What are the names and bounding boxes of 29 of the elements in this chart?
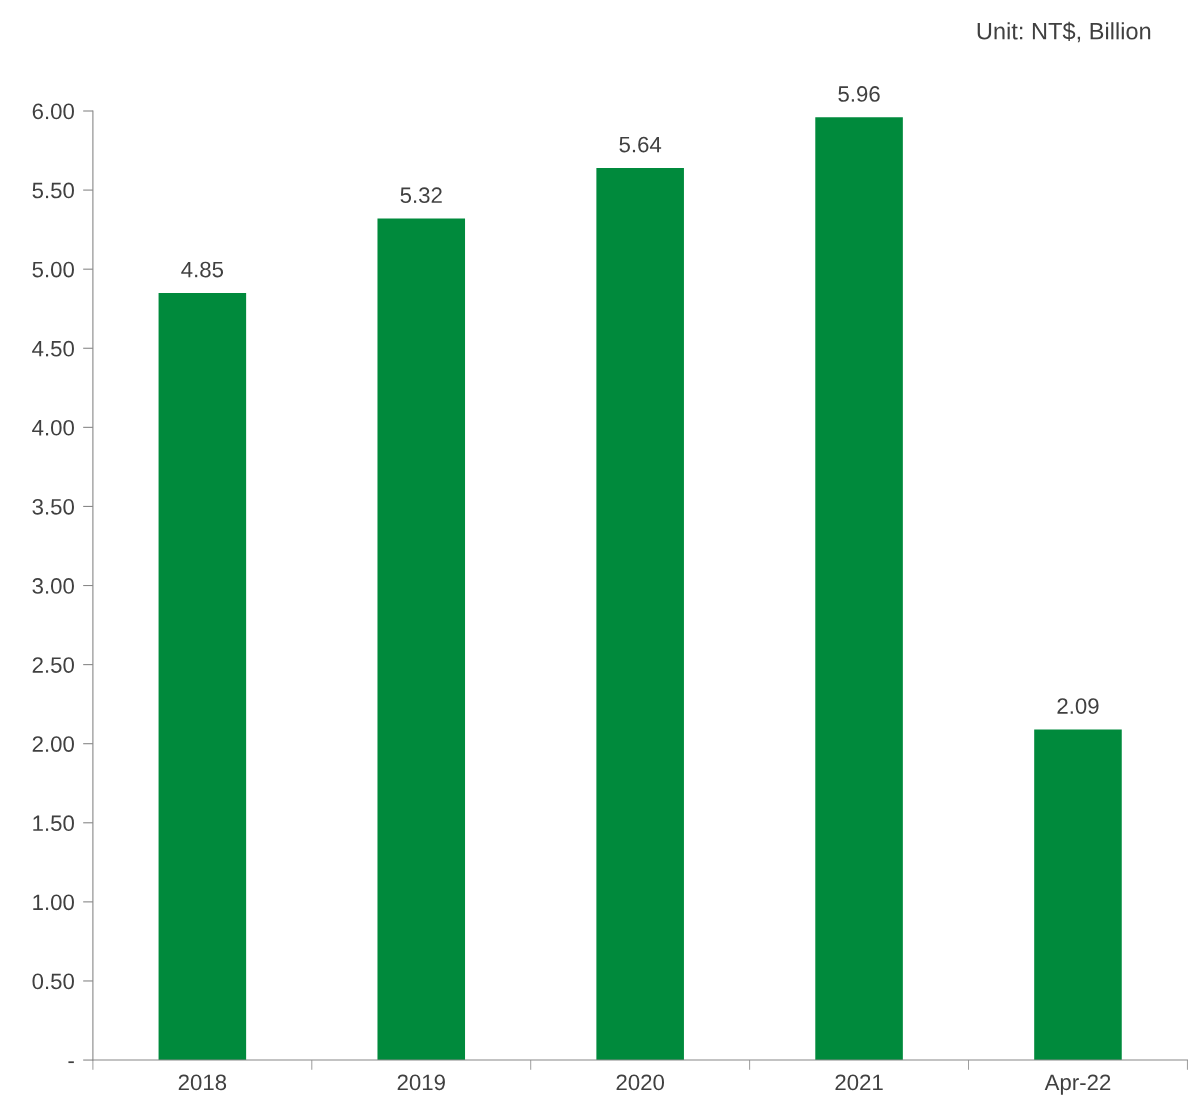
bar	[815, 117, 903, 1061]
bar	[158, 292, 247, 1061]
data-label: 2.09	[1057, 698, 1099, 714]
data-label: 5.64	[619, 136, 662, 153]
y-tick-label: 5.50	[32, 182, 74, 199]
y-tick-label: 5.00	[32, 261, 74, 278]
text: Unit: NT$, Billion	[977, 21, 1151, 43]
y-tick-label: 2.50	[32, 657, 74, 673]
data-label: 5.96	[838, 86, 880, 102]
bar	[377, 218, 466, 1061]
bar	[1034, 729, 1122, 1061]
data-label: 5.32	[400, 187, 442, 204]
x-tick-label: 2019	[397, 1074, 445, 1091]
x-tick-label: Apr-22	[1044, 1074, 1111, 1095]
y-tick-label: 3.00	[32, 578, 74, 594]
y-tick-label: 4.00	[32, 419, 74, 436]
y-tick-label: 0.50	[32, 973, 74, 990]
y-tick-label: 6.00	[32, 103, 74, 120]
x-tick-label: 2020	[616, 1074, 665, 1091]
y-tick-label: 4.50	[32, 340, 74, 357]
y-tick-label: -	[68, 1061, 74, 1064]
bar	[596, 167, 684, 1061]
y-tick-label: 1.00	[33, 894, 74, 911]
y-tick-label: 3.50	[32, 498, 74, 515]
y-tick-label: 1.50	[33, 815, 74, 832]
data-label: 4.85	[181, 261, 224, 278]
x-tick-label: 2021	[835, 1074, 883, 1091]
y-tick-label: 2.00	[32, 736, 74, 752]
x-tick-label: 2018	[178, 1074, 227, 1091]
